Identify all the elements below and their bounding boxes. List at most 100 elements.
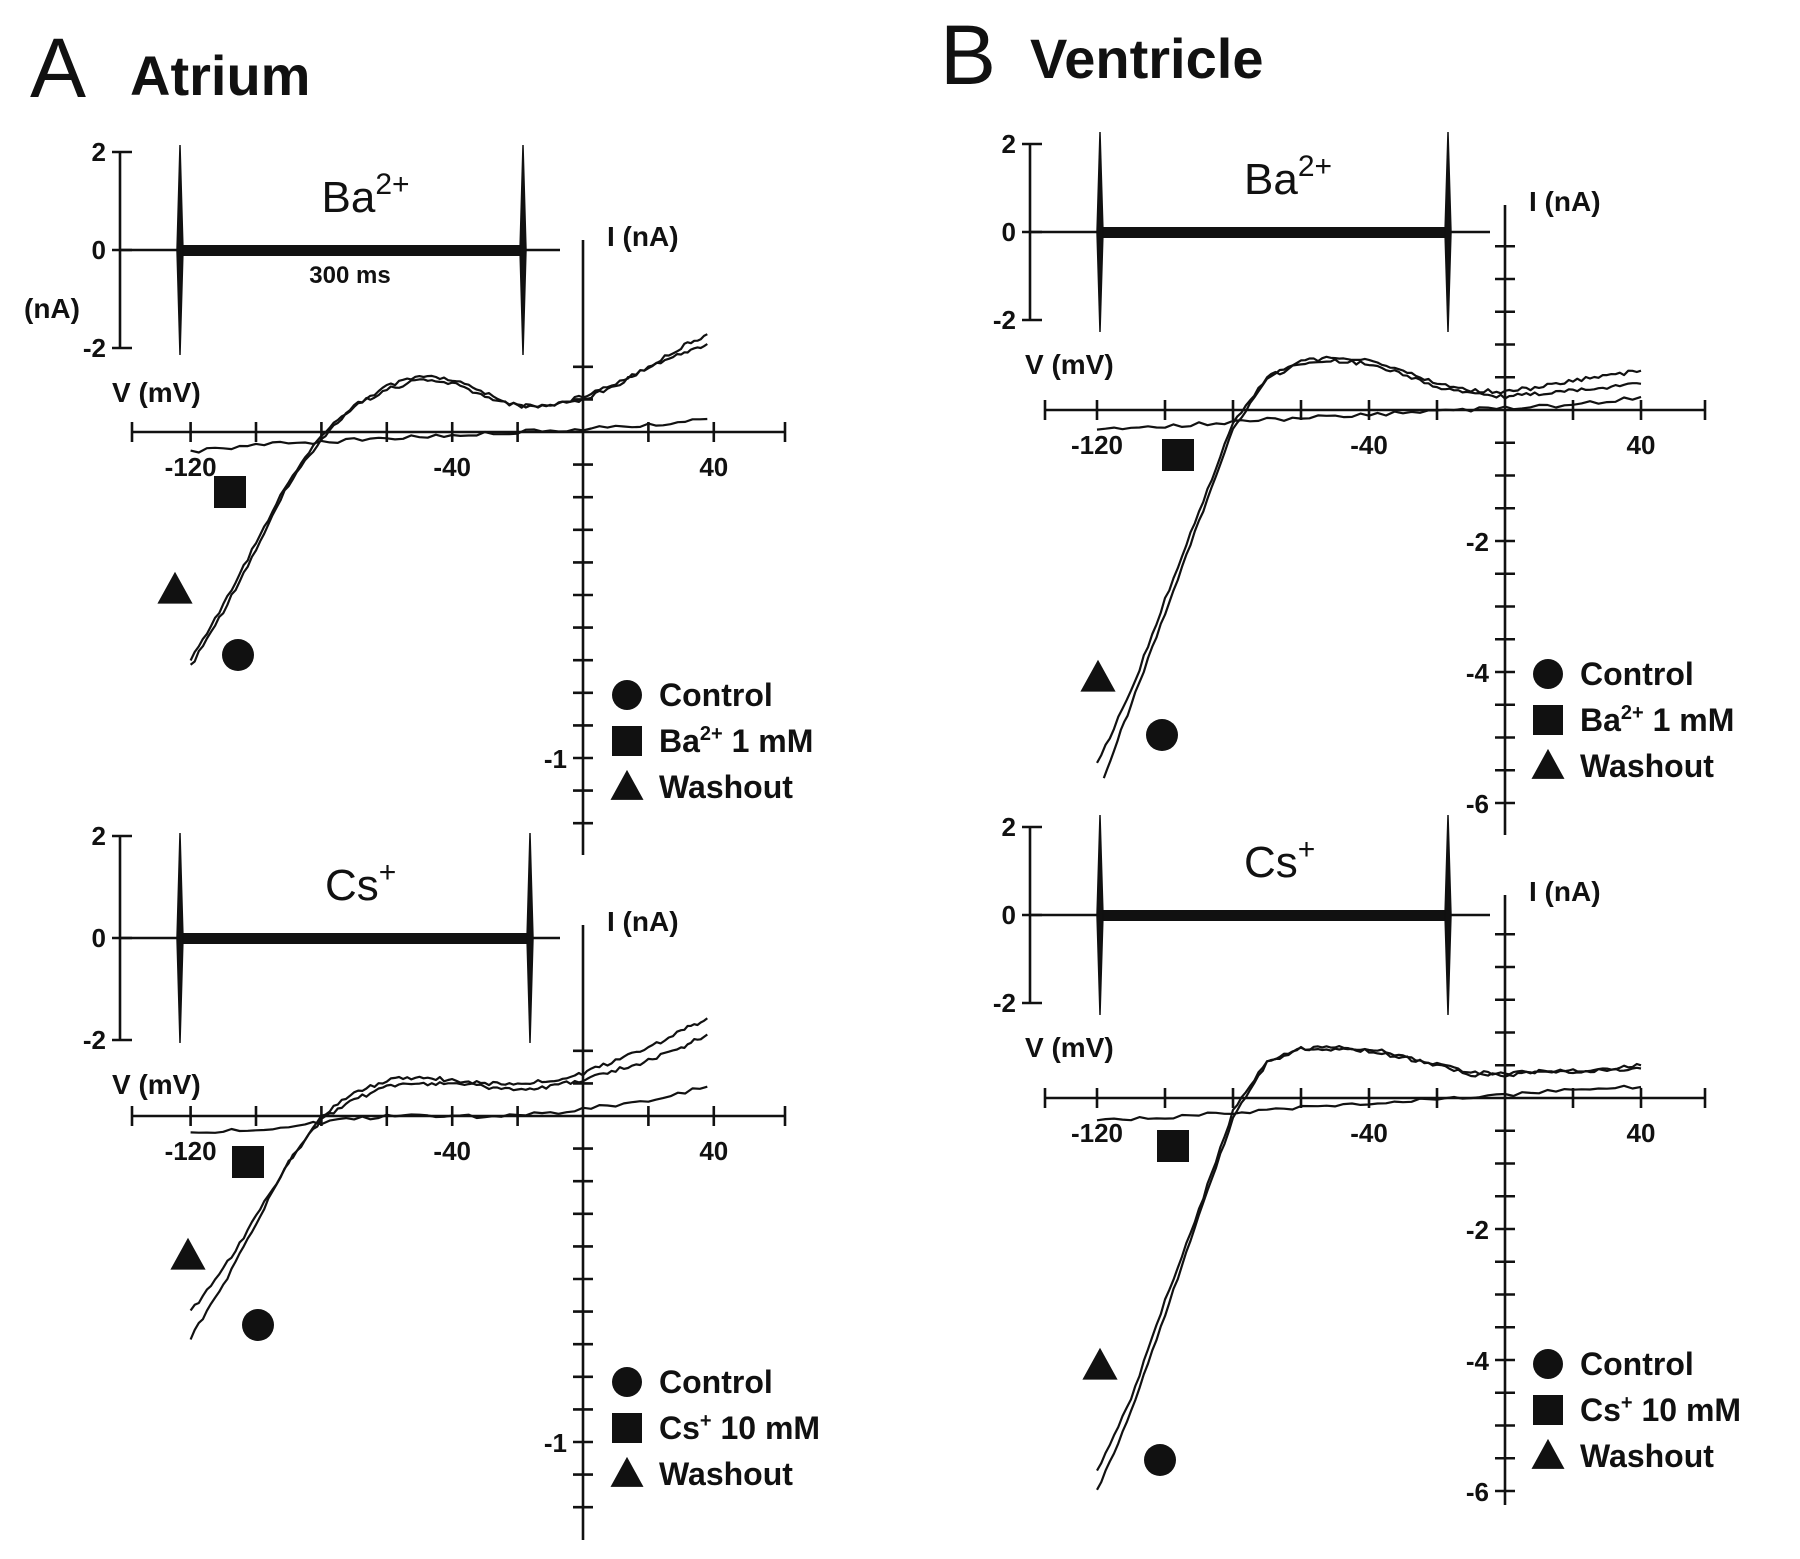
iv-y-tick-label: -6 (1466, 1477, 1489, 1507)
triangle-curve-marker (1082, 1347, 1118, 1380)
panel-a-letter: A (30, 21, 86, 115)
legend-label: Washout (659, 1456, 793, 1492)
subplot-1: 2 0 -2 Cs+ -120 -40 40 -1 I (nA) V (mV) Control Cs+… (83, 821, 820, 1540)
iv-y-tick-label: -4 (1466, 1346, 1490, 1376)
iv-x-tick-label: 40 (699, 452, 728, 482)
inset-current-band (180, 933, 530, 944)
inset-tick-label: -2 (993, 988, 1016, 1018)
legend-circle-icon (1533, 659, 1563, 689)
ion-label: Cs+ (1244, 833, 1315, 887)
iv-x-tick-label: -40 (1350, 1118, 1388, 1148)
panel-b-letter: B (940, 8, 996, 102)
legend-label: Control (1580, 1346, 1694, 1382)
legend: Control Ba2+ 1 mM Washout (1531, 656, 1734, 784)
iv-y-tick-label: -2 (1466, 527, 1489, 557)
circle-curve-marker (1146, 719, 1178, 751)
inset-unit-label: (nA) (24, 293, 80, 324)
circle-curve-marker (222, 639, 254, 671)
iv-trace-circle (1102, 355, 1642, 779)
iv-y-axis-label: I (nA) (607, 221, 679, 252)
iv-y-tick-label: -2 (1466, 1215, 1489, 1245)
square-curve-marker (232, 1146, 264, 1178)
legend-label: Control (659, 1364, 773, 1400)
iv-x-tick-label: -120 (1071, 430, 1123, 460)
iv-plot: -120 -40 40 -2 -4 -6 I (nA) V (mV) (1025, 876, 1707, 1507)
iv-plot: -120 -40 40 -2 -4 -6 I (nA) V (mV) (1025, 186, 1707, 835)
iv-trace-triangle (189, 1033, 708, 1312)
subplot-3: 2 0 -2 Cs+ -120 -40 40 -2 -4 -6 I (nA) V (mV) Contro… (993, 812, 1741, 1507)
iv-y-tick-label: -6 (1466, 789, 1489, 819)
iv-trace-triangle (1096, 1045, 1642, 1472)
inset-current-band (180, 245, 523, 256)
iv-x-axis-label: V (mV) (1025, 1032, 1114, 1063)
ion-label: Ba2+ (1244, 150, 1332, 204)
iv-plot: -120 -40 40 -1 I (nA) V (mV) (112, 906, 787, 1540)
inset-current-band (1100, 227, 1448, 238)
inset-offset-spike (1444, 814, 1452, 1016)
inset-tick-label: -2 (83, 1025, 106, 1055)
iv-trace-triangle (1096, 358, 1642, 764)
iv-x-tick-label: 40 (1627, 430, 1656, 460)
legend-triangle-icon (610, 769, 644, 800)
legend-label: Ba2+ 1 mM (659, 723, 813, 759)
iv-x-axis-label: V (mV) (112, 1069, 201, 1100)
inset-tick-label: -2 (83, 333, 106, 363)
inset-current-traces: 2 0 -2 Ba2+ (993, 129, 1490, 335)
inset-tick-label: 2 (1002, 812, 1016, 842)
legend-label: Washout (659, 769, 793, 805)
iv-y-axis-label: I (nA) (1529, 186, 1601, 217)
legend-triangle-icon (610, 1456, 644, 1487)
iv-x-tick-label: 40 (699, 1136, 728, 1166)
inset-current-traces: 2 0 -2 Cs+ (993, 812, 1490, 1018)
legend-label: Ba2+ 1 mM (1580, 702, 1734, 738)
legend-label: Control (1580, 656, 1694, 692)
inset-tick-label: 0 (1002, 217, 1016, 247)
legend: Control Cs+ 10 mM Washout (610, 1364, 820, 1492)
legend: Control Cs+ 10 mM Washout (1531, 1346, 1741, 1474)
legend-triangle-icon (1531, 1438, 1565, 1469)
iv-trace-square (1096, 1084, 1642, 1122)
legend-square-icon (612, 1413, 642, 1443)
iv-x-axis-label: V (mV) (112, 377, 201, 408)
inset-tick-label: 0 (92, 235, 106, 265)
iv-y-tick-label: -4 (1466, 658, 1490, 688)
iv-y-tick-label: -1 (544, 744, 567, 774)
inset-tick-label: 2 (92, 821, 106, 851)
inset-offset-spike (1444, 131, 1452, 333)
iv-x-tick-label: -120 (165, 452, 217, 482)
inset-tick-label: 2 (1002, 129, 1016, 159)
iv-x-tick-label: -120 (165, 1136, 217, 1166)
square-curve-marker (1157, 1130, 1189, 1162)
triangle-curve-marker (1080, 659, 1116, 692)
iv-x-axis-label: V (mV) (1025, 349, 1114, 380)
triangle-curve-marker (170, 1237, 206, 1270)
iv-trace-square (190, 1085, 708, 1134)
iv-x-tick-label: 40 (1627, 1118, 1656, 1148)
legend-triangle-icon (1531, 748, 1565, 779)
inset-onset-spike (176, 832, 184, 1044)
square-curve-marker (1162, 439, 1194, 471)
legend-label: Cs+ 10 mM (1580, 1392, 1741, 1428)
subplot-2: 2 0 -2 Ba2+ -120 -40 40 -2 -4 -6 I (nA) V (mV) Contr… (993, 129, 1734, 835)
legend-circle-icon (1533, 1349, 1563, 1379)
legend-label: Washout (1580, 748, 1714, 784)
inset-offset-spike (519, 144, 527, 356)
inset-tick-label: 0 (92, 923, 106, 953)
subplot-0: 2 0 -2 Ba2+ 300 ms (nA) -120 -40 40 -1 I (nA) V (mV… (24, 137, 813, 855)
legend-square-icon (1533, 705, 1563, 735)
inset-onset-spike (1096, 814, 1104, 1016)
ion-label: Cs+ (325, 856, 396, 910)
inset-tick-label: -2 (993, 305, 1016, 335)
triangle-curve-marker (157, 571, 193, 604)
inset-onset-spike (1096, 131, 1104, 333)
inset-current-band (1100, 910, 1448, 921)
iv-trace-square (1096, 395, 1642, 431)
iv-x-tick-label: -40 (433, 452, 471, 482)
legend-label: Control (659, 677, 773, 713)
legend-square-icon (612, 726, 642, 756)
iv-trace-square (190, 417, 708, 454)
ion-label: Ba2+ (322, 168, 410, 222)
iv-x-tick-label: -40 (1350, 430, 1388, 460)
legend-square-icon (1533, 1395, 1563, 1425)
